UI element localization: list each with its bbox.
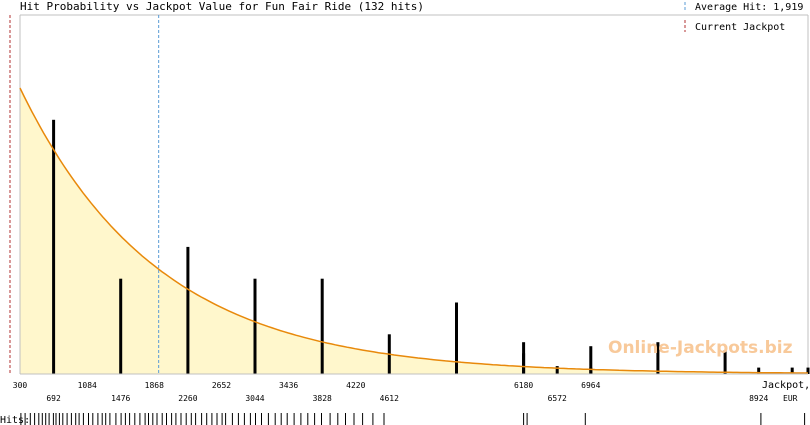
x-tick-label: 3828 bbox=[313, 394, 332, 403]
x-tick-label: 1084 bbox=[78, 381, 97, 390]
x-tick-label: 4612 bbox=[380, 394, 399, 403]
x-tick-label: 2260 bbox=[178, 394, 197, 403]
x-axis-ticks: 300 1084 1868 2652 3436 4220 6180 6964 692 1476 22… bbox=[13, 381, 769, 403]
hits-label: Hits: bbox=[0, 415, 30, 425]
bar bbox=[186, 246, 190, 374]
plot-area bbox=[9, 14, 810, 375]
bar bbox=[253, 278, 257, 374]
bar bbox=[555, 366, 559, 374]
hits-rug bbox=[20, 413, 806, 425]
x-axis-label: Jackpot, bbox=[762, 380, 810, 391]
probability-curve bbox=[19, 87, 808, 374]
bar bbox=[589, 367, 593, 374]
probability-area bbox=[20, 88, 808, 374]
x-tick-label: 1868 bbox=[145, 381, 164, 390]
x-tick-label: 6964 bbox=[581, 381, 600, 390]
x-tick-label: 6180 bbox=[514, 381, 533, 390]
x-tick-label: 4220 bbox=[346, 381, 365, 390]
x-tick-label: 3044 bbox=[245, 394, 264, 403]
bar bbox=[656, 342, 660, 374]
chart-title: Hit Probability vs Jackpot Value for Fun… bbox=[20, 0, 424, 13]
bar bbox=[790, 367, 794, 374]
legend-current-label: Current Jackpot bbox=[695, 22, 785, 33]
x-tick-label: 6572 bbox=[548, 394, 567, 403]
x-axis-unit: EUR bbox=[783, 394, 798, 403]
x-tick-label: 8924 bbox=[749, 394, 768, 403]
bar bbox=[320, 278, 324, 374]
x-tick-label: 300 bbox=[13, 381, 28, 390]
x-tick-label: 1476 bbox=[111, 394, 130, 403]
legend-average-label: Average Hit: 1,919 bbox=[695, 2, 803, 13]
bar bbox=[455, 302, 458, 374]
x-tick-label: 692 bbox=[46, 394, 61, 403]
legend: Average Hit: 1,919 Current Jackpot bbox=[684, 2, 803, 33]
bar bbox=[806, 367, 810, 374]
bars bbox=[52, 119, 810, 374]
bar bbox=[589, 346, 593, 374]
bar bbox=[757, 367, 761, 374]
x-tick-label: 3436 bbox=[279, 381, 298, 390]
x-tick-label: 2652 bbox=[212, 381, 231, 390]
bar bbox=[522, 353, 526, 374]
watermark: Online-Jackpots.biz bbox=[608, 338, 793, 358]
bar bbox=[119, 278, 123, 374]
bar bbox=[723, 350, 727, 374]
bar bbox=[52, 119, 56, 374]
